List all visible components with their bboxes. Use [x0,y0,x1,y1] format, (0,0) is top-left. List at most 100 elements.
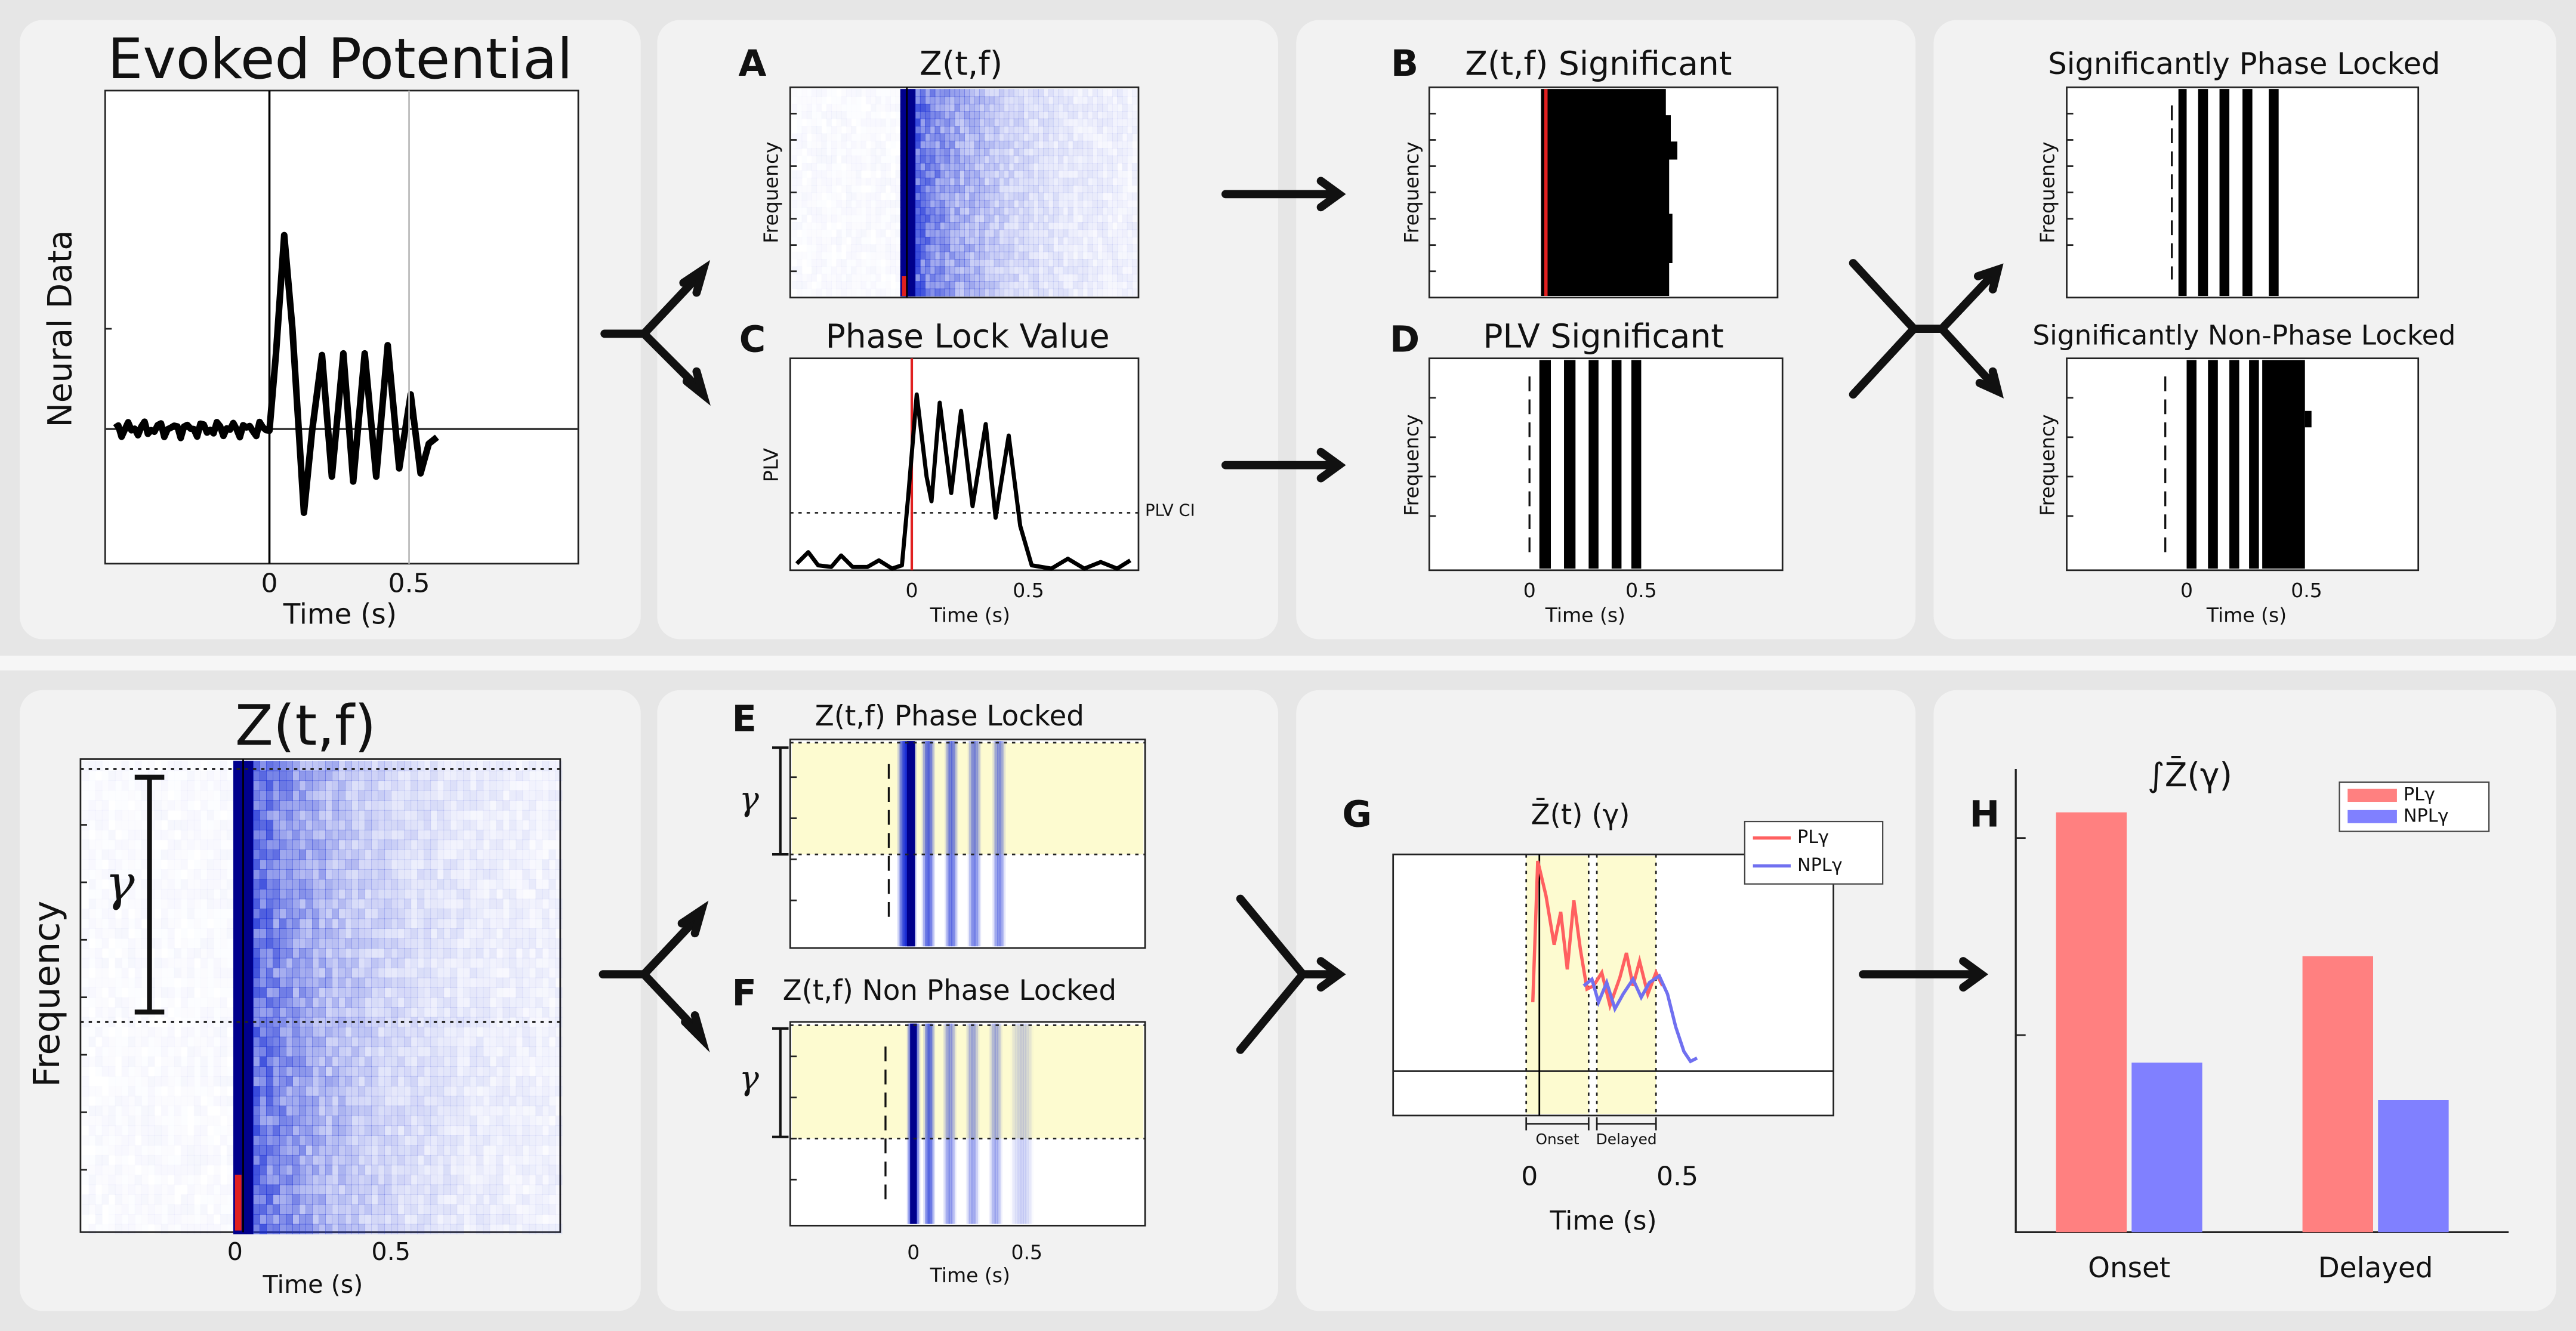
heat-cell [345,977,353,988]
heat-cell [200,948,208,958]
heat-cell [954,155,960,163]
heat-cell [325,987,332,998]
heat-cell [115,839,122,850]
heat-cell [109,938,116,949]
heat-cell [141,1096,149,1106]
heat-cell [1013,163,1019,171]
heat-cell [378,1165,385,1175]
heat-cell [233,968,240,978]
heat-cell [905,251,911,260]
heat-cell [900,259,906,267]
heat-cell [969,244,975,252]
heat-cell [351,958,359,968]
heat-cell [954,118,960,126]
heat-cell [200,898,208,909]
heat-cell [384,918,392,929]
heat-cell [1102,193,1107,200]
heat-cell [1023,170,1029,178]
heat-cell [831,244,837,252]
heat-cell [319,1184,326,1195]
heat-cell [220,780,227,790]
heat-cell [306,958,313,968]
heat-cell [1053,192,1059,200]
heat-cell [826,141,832,149]
heat-cell [260,829,267,841]
heat-cell [181,1224,188,1234]
heat-cell [286,790,293,801]
heat-cell [1068,192,1073,200]
heat-cell [135,869,142,879]
arrow [1221,177,1346,212]
heat-cell [974,236,980,245]
heat-cell [1102,155,1108,163]
heat-cell [437,1184,445,1195]
heat-cell [836,193,841,200]
heat-cell [476,869,484,880]
heat-cell [358,1204,366,1215]
heat-cell [417,1076,425,1087]
heat-cell [984,118,990,126]
heat-cell [846,97,852,104]
heat-cell [450,770,458,782]
heat-cell [456,790,464,801]
heat-cell [220,978,227,988]
heat-cell [108,770,116,782]
heat-cell [306,1007,313,1018]
heat-cell [351,810,359,821]
heat-cell [1048,207,1054,215]
heat-cell [851,192,857,200]
heat-cell [89,1135,96,1145]
heat-cell [886,126,891,134]
heat-cell [949,133,955,141]
heat-cell [476,1184,484,1195]
heat-cell [831,259,837,267]
heat-cell [365,800,372,811]
heat-cell [220,948,227,958]
heat-cell [1072,244,1078,252]
heat-cell [1107,103,1113,112]
heat-cell [949,244,955,252]
heat-cell [161,968,168,978]
heat-cell [430,1036,438,1048]
heat-cell [450,898,458,909]
heat-cell [135,879,142,889]
heat-cell [417,977,425,988]
heat-cell [470,1204,477,1215]
heat-cell [148,1175,155,1185]
arrow [1221,447,1346,483]
heat-cell [325,810,332,821]
heat-cell [945,192,951,200]
heat-cell [306,1165,313,1175]
heat-cell [134,1174,142,1185]
heat-cell [220,859,227,869]
heat-cell [174,780,181,790]
heat-cell [1087,236,1093,245]
heat-cell [161,1155,168,1165]
heat-cell [306,780,313,791]
heat-cell [292,1076,300,1087]
heat-cell [135,810,142,820]
heat-cell [1043,251,1049,260]
heat-cell [397,1224,405,1234]
heat-cell [1053,207,1059,215]
heat-cell [930,118,936,126]
heat-cell [181,1086,188,1096]
heat-cell [214,1046,221,1057]
heat-cell [890,222,896,230]
heat-cell [233,859,240,870]
heat-cell [135,1165,142,1175]
heat-cell [984,273,990,282]
heat-cell [1112,185,1118,193]
heat-cell [915,177,921,186]
heat-cell [443,790,451,801]
heat-cell [483,1174,490,1185]
heat-cell [974,288,980,297]
heat-cell [895,193,900,200]
heat-cell [194,1076,201,1086]
heat-cell [1127,200,1133,208]
heat-cell [194,830,201,840]
heat-cell [910,236,916,245]
heat-cell [214,1125,221,1135]
heat-cell [463,1115,471,1126]
heat-cell [1023,244,1029,252]
